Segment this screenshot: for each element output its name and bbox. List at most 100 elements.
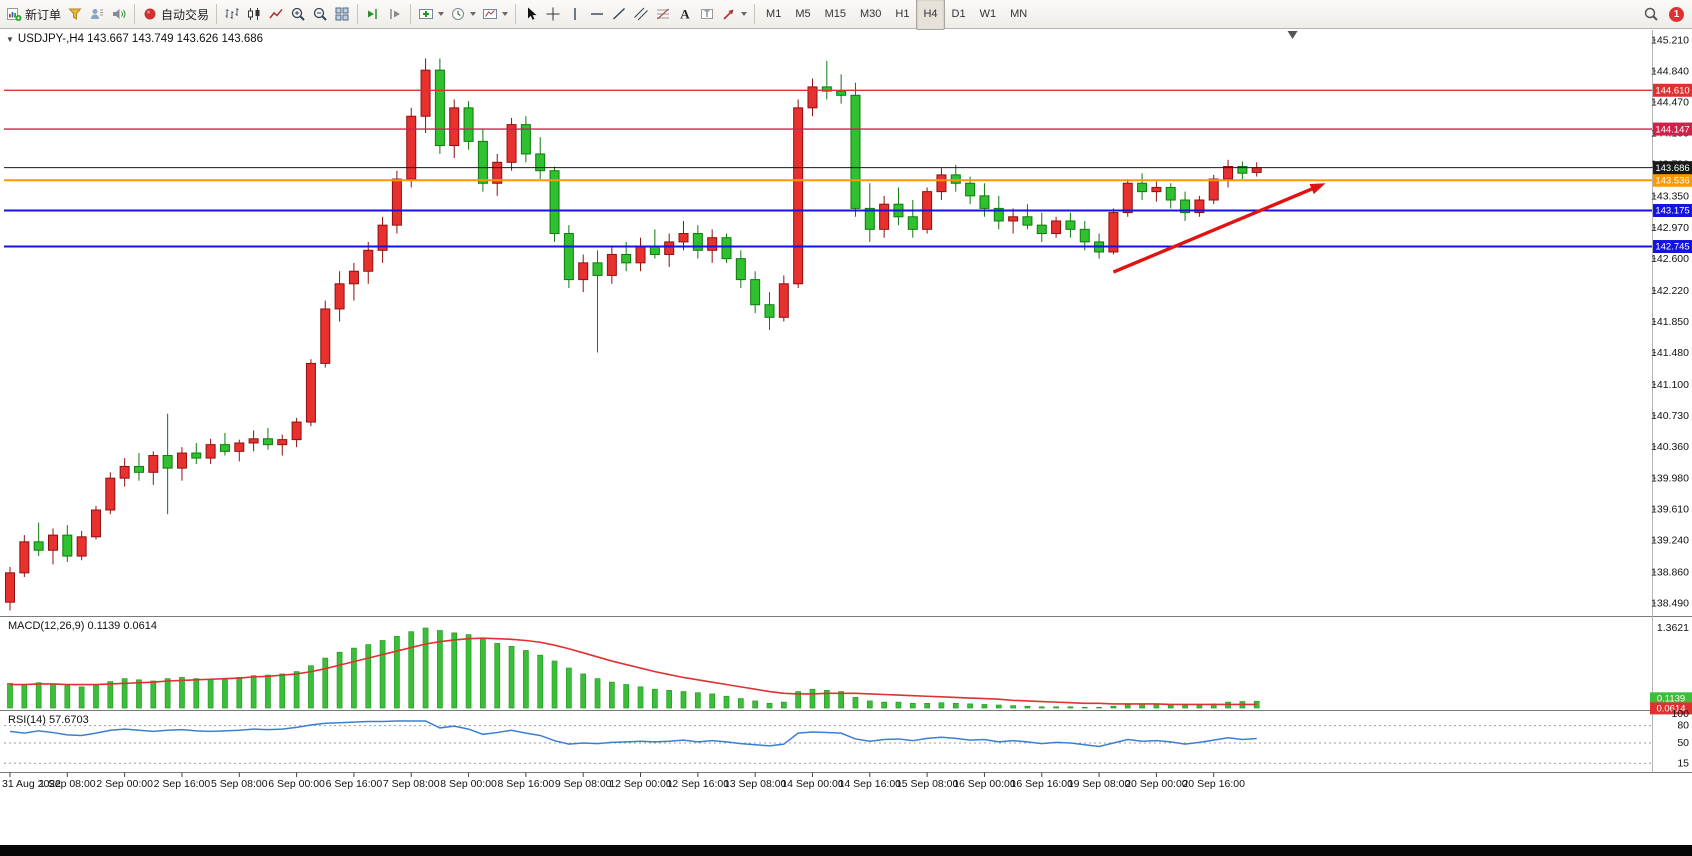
toolbar-separator <box>515 4 517 24</box>
toolbar-separator <box>410 4 412 24</box>
svg-text:A: A <box>680 7 690 22</box>
indicators-button[interactable] <box>415 2 447 26</box>
crosshair-tool-button[interactable] <box>542 2 564 26</box>
crosshair-icon <box>546 7 560 21</box>
svg-text:16 Sep 00:00: 16 Sep 00:00 <box>953 778 1016 790</box>
new-order-button[interactable]: 新订单 <box>3 2 64 26</box>
svg-text:1 Sep 08:00: 1 Sep 08:00 <box>39 778 96 790</box>
timeframe-m15-button[interactable]: M15 <box>824 8 846 20</box>
trendline-tool-button[interactable] <box>608 2 630 26</box>
svg-text:2 Sep 16:00: 2 Sep 16:00 <box>154 778 211 790</box>
svg-text:14 Sep 16:00: 14 Sep 16:00 <box>839 778 902 790</box>
autotrading-button[interactable]: 自动交易 <box>139 2 212 26</box>
profile-button[interactable] <box>86 2 108 26</box>
svg-text:MACD(12,26,9) 0.1139 0.0614: MACD(12,26,9) 0.1139 0.0614 <box>8 620 157 632</box>
trend-arrow[interactable] <box>1112 187 1313 274</box>
svg-text:14 Sep 00:00: 14 Sep 00:00 <box>781 778 844 790</box>
svg-text:5 Sep 08:00: 5 Sep 08:00 <box>211 778 268 790</box>
text-label-tool-button[interactable]: T <box>696 2 718 26</box>
chart-shift-button[interactable] <box>384 2 406 26</box>
svg-text:139.980: 139.980 <box>1651 473 1689 485</box>
text-icon: A <box>680 7 690 22</box>
timeframe-mn-button[interactable]: MN <box>1010 8 1028 20</box>
timeframe-h1-button[interactable]: H1 <box>895 8 910 20</box>
svg-text:12 Sep 00:00: 12 Sep 00:00 <box>609 778 672 790</box>
horizontal-line-tool-button[interactable] <box>586 2 608 26</box>
svg-text:139.610: 139.610 <box>1651 504 1689 516</box>
toolbar: 新订单 自动交易 A T M1 <box>0 0 1692 30</box>
svg-text:15: 15 <box>1677 757 1689 769</box>
current-price-tag <box>1653 161 1692 175</box>
timeframe-d1-button[interactable]: D1 <box>951 8 966 20</box>
vertical-line-tool-button[interactable] <box>564 2 586 26</box>
periods-clock-icon <box>452 8 465 20</box>
svg-text:141.480: 141.480 <box>1651 347 1689 359</box>
timeframe-h4-button[interactable]: H4 <box>916 0 945 30</box>
timeframe-m1-button[interactable]: M1 <box>766 8 782 20</box>
svg-text:138.490: 138.490 <box>1651 598 1689 610</box>
chart-header: ▼ USDJPY-,H4 143.667 143.749 143.626 143… <box>6 33 263 45</box>
zoom-in-button[interactable] <box>287 2 309 26</box>
toolbar-separator <box>216 4 218 24</box>
cursor-icon <box>528 7 537 20</box>
bar-chart-mode-button[interactable] <box>221 2 243 26</box>
macd-value-tag <box>1650 692 1692 705</box>
svg-text:142.745: 142.745 <box>1655 242 1689 253</box>
sound-button[interactable] <box>108 2 130 26</box>
templates-button[interactable] <box>479 2 511 26</box>
svg-text:80: 80 <box>1677 720 1689 732</box>
auto-scroll-icon <box>368 9 377 19</box>
svg-text:144.840: 144.840 <box>1651 65 1689 77</box>
svg-text:20 Sep 16:00: 20 Sep 16:00 <box>1182 778 1245 790</box>
candlestick-mode-button[interactable] <box>243 2 265 26</box>
tile-windows-button[interactable] <box>331 2 353 26</box>
svg-text:16 Sep 16:00: 16 Sep 16:00 <box>1011 778 1074 790</box>
chevron-down-icon <box>470 12 477 16</box>
auto-scroll-button[interactable] <box>362 2 384 26</box>
timeframe-m30-button[interactable]: M30 <box>860 8 882 20</box>
indicators-icon <box>419 9 434 19</box>
svg-text:6 Sep 16:00: 6 Sep 16:00 <box>326 778 383 790</box>
trend-arrow-head <box>1309 183 1326 195</box>
timeframe-m5-button[interactable]: M5 <box>795 8 811 20</box>
text-tool-button[interactable]: A <box>674 2 696 26</box>
profile-icon <box>91 9 104 19</box>
toolbar-separator <box>754 4 756 24</box>
line-chart-icon <box>269 9 283 19</box>
arrows-tool-button[interactable] <box>718 2 750 26</box>
fibonacci-tool-button[interactable] <box>652 2 674 26</box>
svg-text:9 Sep 08:00: 9 Sep 08:00 <box>555 778 612 790</box>
bottom-strip <box>0 845 1692 856</box>
svg-text:143.350: 143.350 <box>1651 190 1689 202</box>
price-tag-143.536 <box>1653 173 1692 187</box>
candlesticks-icon <box>248 8 260 20</box>
templates-icon <box>483 9 498 19</box>
price-tag-144.610 <box>1653 83 1692 97</box>
cursor-tool-button[interactable] <box>520 2 542 26</box>
svg-text:7 Sep 08:00: 7 Sep 08:00 <box>383 778 440 790</box>
chevron-down-icon <box>502 12 509 16</box>
price-tag-144.147 <box>1653 122 1692 136</box>
periods-button[interactable] <box>447 2 479 26</box>
svg-text:144.610: 144.610 <box>1655 85 1689 96</box>
trendline-icon <box>613 7 626 20</box>
chart-shift-marker[interactable] <box>1287 31 1298 39</box>
svg-text:142.220: 142.220 <box>1651 285 1689 297</box>
styler-button[interactable] <box>64 2 86 26</box>
zoom-out-button[interactable] <box>309 2 331 26</box>
text-label-icon: T <box>701 9 714 19</box>
timeframe-w1-button[interactable]: W1 <box>979 8 997 20</box>
svg-text:15 Sep 08:00: 15 Sep 08:00 <box>896 778 959 790</box>
svg-text:142.970: 142.970 <box>1651 222 1689 234</box>
channel-tool-button[interactable] <box>630 2 652 26</box>
line-chart-mode-button[interactable] <box>265 2 287 26</box>
search-icon[interactable] <box>1643 6 1659 22</box>
sound-icon <box>113 9 126 19</box>
chart-caret-icon[interactable]: ▼ <box>6 34 14 44</box>
notification-badge[interactable]: 1 <box>1669 6 1684 22</box>
svg-text:6 Sep 00:00: 6 Sep 00:00 <box>268 778 325 790</box>
